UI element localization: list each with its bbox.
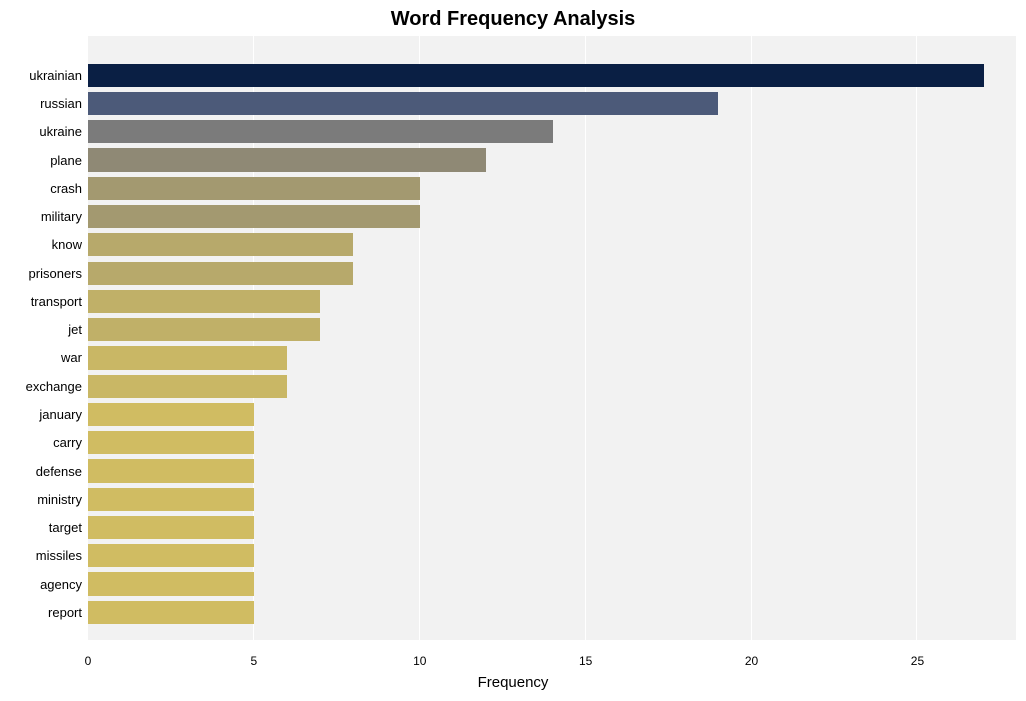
bar-row (88, 64, 1017, 87)
bar-row (88, 262, 1017, 285)
y-axis-label: carry (53, 435, 82, 450)
bar-row (88, 572, 1017, 595)
bar (88, 64, 984, 87)
x-tick-label: 5 (251, 654, 258, 668)
bar-row (88, 431, 1017, 454)
y-axis-label: military (41, 209, 82, 224)
y-axis-label: missiles (36, 548, 82, 563)
y-axis-label: target (49, 520, 82, 535)
x-axis-title: Frequency (0, 674, 1026, 691)
bar (88, 488, 254, 511)
chart-title: Word Frequency Analysis (0, 8, 1026, 31)
bar-row (88, 459, 1017, 482)
y-axis-label: plane (50, 153, 82, 168)
bar-row (88, 290, 1017, 313)
y-axis-label: know (52, 237, 82, 252)
x-tick-label: 0 (85, 654, 92, 668)
bar (88, 120, 553, 143)
x-tick-label: 10 (413, 654, 426, 668)
bar (88, 233, 353, 256)
bar-row (88, 601, 1017, 624)
bar (88, 205, 420, 228)
bar (88, 262, 353, 285)
y-axis-label: exchange (26, 379, 82, 394)
bar (88, 92, 718, 115)
x-tick-label: 15 (579, 654, 592, 668)
y-axis-label: ukrainian (29, 68, 82, 83)
bar-row (88, 148, 1017, 171)
chart-container: Word Frequency Analysis Frequency ukrain… (0, 0, 1026, 701)
y-axis-label: russian (40, 96, 82, 111)
bar (88, 544, 254, 567)
bar-row (88, 516, 1017, 539)
bar-row (88, 544, 1017, 567)
y-axis-label: jet (68, 322, 82, 337)
y-axis-label: report (48, 605, 82, 620)
bar (88, 403, 254, 426)
y-axis-label: defense (36, 464, 82, 479)
y-axis-label: war (61, 350, 82, 365)
y-axis-label: transport (31, 294, 82, 309)
bar (88, 431, 254, 454)
bar (88, 601, 254, 624)
y-axis-label: january (39, 407, 82, 422)
plot-area (88, 36, 1017, 640)
bar (88, 346, 287, 369)
x-tick-label: 20 (745, 654, 758, 668)
bar-row (88, 346, 1017, 369)
bar (88, 318, 320, 341)
bar-row (88, 120, 1017, 143)
bar (88, 148, 486, 171)
y-axis-label: agency (40, 577, 82, 592)
bar (88, 375, 287, 398)
bar (88, 290, 320, 313)
bar (88, 516, 254, 539)
y-axis-label: prisoners (29, 266, 82, 281)
bar-row (88, 318, 1017, 341)
bar-row (88, 488, 1017, 511)
bar-row (88, 233, 1017, 256)
bar (88, 572, 254, 595)
bar (88, 177, 420, 200)
bar-row (88, 403, 1017, 426)
bar (88, 459, 254, 482)
y-axis-label: ukraine (39, 124, 82, 139)
y-axis-label: ministry (37, 492, 82, 507)
bar-row (88, 205, 1017, 228)
bar-row (88, 375, 1017, 398)
y-axis-label: crash (50, 181, 82, 196)
bar-row (88, 177, 1017, 200)
x-tick-label: 25 (911, 654, 924, 668)
bar-row (88, 92, 1017, 115)
